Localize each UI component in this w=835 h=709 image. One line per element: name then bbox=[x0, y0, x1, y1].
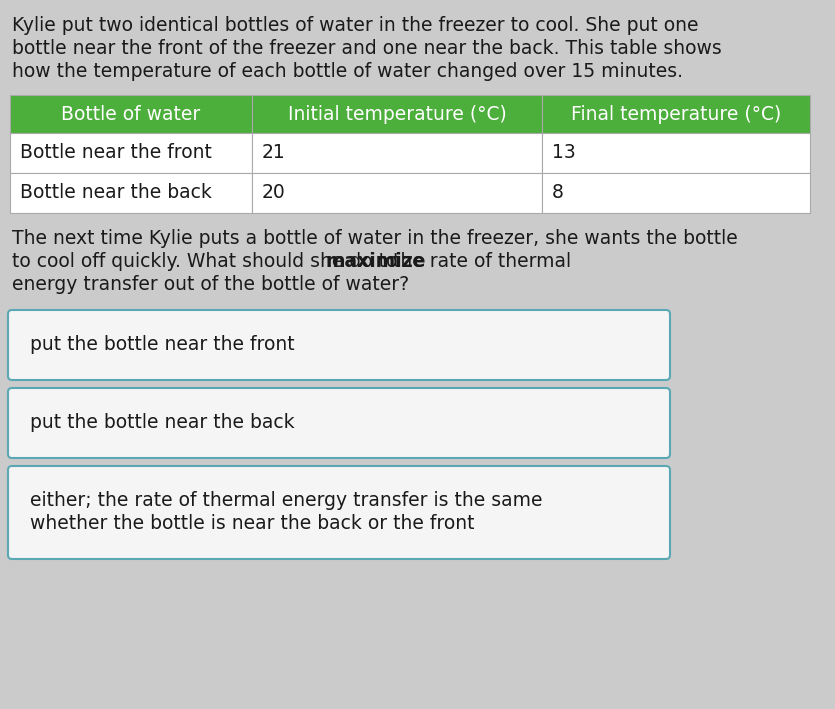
Text: energy transfer out of the bottle of water?: energy transfer out of the bottle of wat… bbox=[12, 275, 409, 294]
Text: Initial temperature (°C): Initial temperature (°C) bbox=[287, 104, 506, 123]
FancyBboxPatch shape bbox=[8, 466, 670, 559]
Text: Bottle near the back: Bottle near the back bbox=[20, 184, 212, 203]
Bar bbox=[542, 133, 810, 173]
Text: the rate of thermal: the rate of thermal bbox=[387, 252, 571, 271]
Bar bbox=[10, 133, 252, 173]
Text: to cool off quickly. What should she do to: to cool off quickly. What should she do … bbox=[12, 252, 403, 271]
Bar bbox=[542, 95, 810, 133]
Text: 8: 8 bbox=[552, 184, 564, 203]
Text: bottle near the front of the freezer and one near the back. This table shows: bottle near the front of the freezer and… bbox=[12, 39, 721, 58]
FancyBboxPatch shape bbox=[8, 388, 670, 458]
Text: 13: 13 bbox=[552, 143, 576, 162]
Bar bbox=[252, 95, 542, 133]
Bar bbox=[10, 95, 252, 133]
Bar bbox=[542, 173, 810, 213]
Text: Bottle near the front: Bottle near the front bbox=[20, 143, 212, 162]
Text: how the temperature of each bottle of water changed over 15 minutes.: how the temperature of each bottle of wa… bbox=[12, 62, 683, 81]
Text: whether the bottle is near the back or the front: whether the bottle is near the back or t… bbox=[30, 514, 474, 533]
Text: Final temperature (°C): Final temperature (°C) bbox=[571, 104, 781, 123]
FancyBboxPatch shape bbox=[8, 310, 670, 380]
Bar bbox=[10, 173, 252, 213]
Bar bbox=[252, 173, 542, 213]
Text: either; the rate of thermal energy transfer is the same: either; the rate of thermal energy trans… bbox=[30, 491, 543, 510]
Text: Kylie put two identical bottles of water in the freezer to cool. She put one: Kylie put two identical bottles of water… bbox=[12, 16, 699, 35]
Text: 21: 21 bbox=[262, 143, 286, 162]
Text: maximize: maximize bbox=[326, 252, 426, 271]
Text: put the bottle near the back: put the bottle near the back bbox=[30, 413, 295, 432]
Text: The next time Kylie puts a bottle of water in the freezer, she wants the bottle: The next time Kylie puts a bottle of wat… bbox=[12, 229, 738, 248]
Text: Bottle of water: Bottle of water bbox=[62, 104, 200, 123]
Text: 20: 20 bbox=[262, 184, 286, 203]
Text: put the bottle near the front: put the bottle near the front bbox=[30, 335, 295, 354]
Bar bbox=[252, 133, 542, 173]
